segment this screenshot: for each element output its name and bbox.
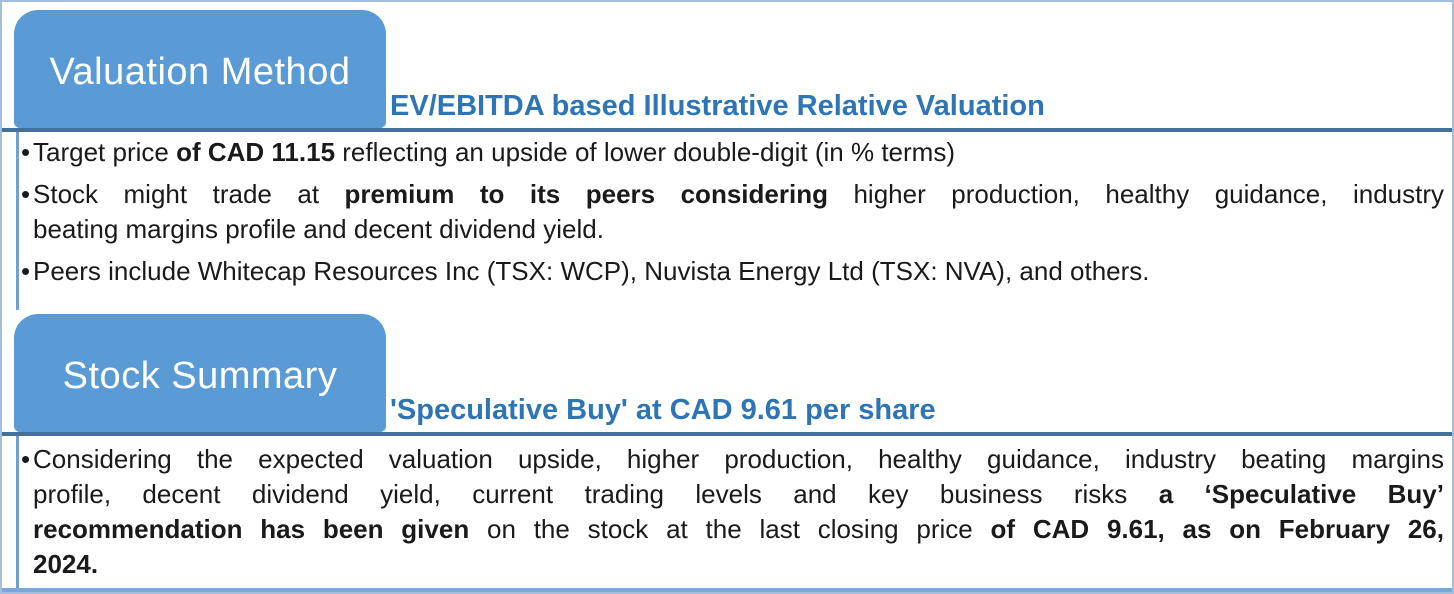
text-line: • Target price of CAD 11.15 reflecting an… [21,135,1444,170]
bullet-item-peers-list: • Peers include Whitecap Resources Inc (T… [21,254,1444,289]
text-segment-bold: premium to its peers considering [344,179,828,209]
text-line: beating margins profile and decent divid… [33,212,1444,247]
text-segment: Stock might trade at [33,179,345,209]
text-line: • Peers include Whitecap Resources Inc (T… [21,254,1444,289]
text-segment: Target price [33,137,177,167]
bullet-marker: • [21,444,31,474]
text-segment-bold: recommendation has been given [33,514,470,544]
tab-stock-summary: Stock Summary [14,314,386,432]
text-line: profile, decent dividend yield, current … [33,477,1444,512]
text-segment-bold: of CAD 11.15 [176,137,336,167]
bullet-item-recommendation: • Considering the expected valuation upsi… [21,442,1444,582]
bullet-marker: • [21,179,31,209]
text-segment: higher production, healthy guidance, ind… [827,179,1445,209]
bottom-edge-bar [2,588,1452,592]
text-line: • Stock might trade at premium to its pee… [21,177,1445,212]
text-segment: Peers include Whitecap Resources Inc (TS… [33,256,1150,286]
tab-label: Valuation Method [49,50,351,93]
text-segment-bold: a ‘Speculative Buy’ [1158,479,1444,509]
bullet-marker: • [21,256,31,286]
section-subtitle-stock-summary: 'Speculative Buy' at CAD 9.61 per share [390,394,936,426]
section-header-stock-summary: Stock Summary 'Speculative Buy' at CAD 9… [2,310,1452,432]
valuation-method-bullets: • Target price of CAD 11.15 reflecting an… [16,132,1452,310]
bullet-item-target-price: • Target price of CAD 11.15 reflecting an… [21,135,1444,170]
section-divider [2,128,1452,132]
text-segment: reflecting an upside of lower double-dig… [335,137,955,167]
section-subtitle-valuation: EV/EBITDA based Illustrative Relative Va… [390,90,1045,122]
text-segment: Considering the expected valuation upsid… [33,444,1444,474]
section-header-valuation-method: Valuation Method EV/EBITDA based Illustr… [2,2,1452,128]
tab-valuation-method: Valuation Method [14,10,386,128]
tab-label: Stock Summary [62,354,338,397]
text-segment: on the stock at the last closing price [469,514,991,544]
text-line: • Considering the expected valuation upsi… [21,442,1444,477]
text-segment: beating margins profile and decent divid… [33,214,604,244]
bullet-item-premium-peers: • Stock might trade at premium to its pee… [21,177,1444,247]
stock-summary-bullets: • Considering the expected valuation upsi… [16,436,1452,592]
text-segment: profile, decent dividend yield, current … [33,479,1159,509]
section-divider [2,432,1452,436]
text-line: 2024. [33,547,1444,582]
bullet-marker: • [21,137,31,167]
text-segment-bold: of CAD 9.61, as on February 26, [990,514,1444,544]
text-segment-bold: 2024. [33,549,99,579]
text-line: recommendation has been given on the sto… [33,512,1444,547]
